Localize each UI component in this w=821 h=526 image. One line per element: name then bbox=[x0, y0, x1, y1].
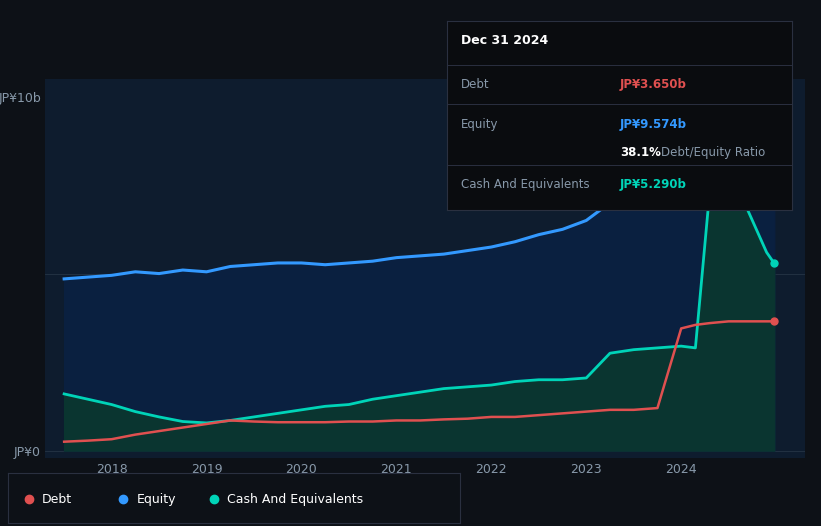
Text: Cash And Equivalents: Cash And Equivalents bbox=[461, 178, 589, 191]
Text: Debt: Debt bbox=[42, 493, 72, 506]
Text: 38.1%: 38.1% bbox=[620, 146, 661, 159]
Text: Equity: Equity bbox=[461, 118, 498, 130]
Text: Dec 31 2024: Dec 31 2024 bbox=[461, 34, 548, 47]
Text: JP¥5.290b: JP¥5.290b bbox=[620, 178, 686, 191]
Text: Debt/Equity Ratio: Debt/Equity Ratio bbox=[661, 146, 765, 159]
Text: JP¥9.574b: JP¥9.574b bbox=[620, 118, 687, 130]
Text: Equity: Equity bbox=[137, 493, 177, 506]
Text: JP¥3.650b: JP¥3.650b bbox=[620, 78, 686, 91]
Text: Cash And Equivalents: Cash And Equivalents bbox=[227, 493, 364, 506]
Text: Debt: Debt bbox=[461, 78, 490, 91]
